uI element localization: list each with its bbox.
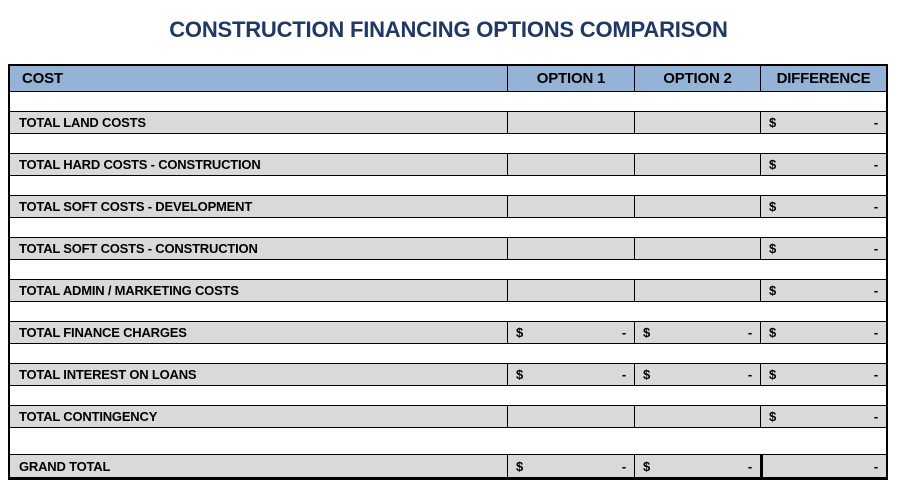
option2-cell xyxy=(634,154,760,175)
difference-cell: $ - xyxy=(760,280,886,301)
option1-cell xyxy=(507,154,634,175)
spacer-row xyxy=(10,260,886,279)
table-row-soft-costs-development: TOTAL SOFT COSTS - DEVELOPMENT $ - xyxy=(10,195,886,218)
difference-cell: $ - xyxy=(760,238,886,259)
currency-symbol: $ xyxy=(769,325,777,340)
table-row-grand-total: GRAND TOTAL $ - $ - - xyxy=(10,454,886,477)
option2-cell xyxy=(634,196,760,217)
spacer-row xyxy=(10,218,886,237)
row-label: TOTAL HARD COSTS - CONSTRUCTION xyxy=(19,157,261,172)
currency-symbol: $ xyxy=(643,367,651,382)
spacer-row xyxy=(10,176,886,195)
option1-cell xyxy=(507,238,634,259)
currency-symbol: $ xyxy=(769,409,777,424)
table-row-contingency: TOTAL CONTINGENCY $ - xyxy=(10,405,886,428)
option2-cell xyxy=(634,406,760,427)
amount-value: - xyxy=(873,367,878,382)
difference-cell: $ - xyxy=(760,196,886,217)
currency-symbol: $ xyxy=(643,325,651,340)
currency-symbol: $ xyxy=(769,283,777,298)
spacer-row xyxy=(10,302,886,321)
option2-cell xyxy=(634,280,760,301)
table-row-hard-costs: TOTAL HARD COSTS - CONSTRUCTION $ - xyxy=(10,153,886,176)
currency-symbol: $ xyxy=(516,367,524,382)
option1-cell xyxy=(507,112,634,133)
header-option1: OPTION 1 xyxy=(507,66,634,91)
row-label: TOTAL SOFT COSTS - DEVELOPMENT xyxy=(19,199,253,214)
difference-cell: - xyxy=(760,455,886,477)
currency-symbol: $ xyxy=(769,115,777,130)
row-label: TOTAL ADMIN / MARKETING COSTS xyxy=(19,283,239,298)
option2-cell xyxy=(634,112,760,133)
amount-value: - xyxy=(873,157,878,172)
amount-value: - xyxy=(621,367,626,382)
currency-symbol: $ xyxy=(516,325,524,340)
amount-value: - xyxy=(621,325,626,340)
header-cost: COST xyxy=(22,70,63,87)
amount-value: - xyxy=(873,325,878,340)
row-label: TOTAL SOFT COSTS - CONSTRUCTION xyxy=(19,241,258,256)
option1-cell xyxy=(507,280,634,301)
amount-value: - xyxy=(747,458,752,474)
difference-cell: $ - xyxy=(760,406,886,427)
difference-cell: $ - xyxy=(760,112,886,133)
header-difference: DIFFERENCE xyxy=(760,66,886,91)
option2-cell: $ - xyxy=(634,364,760,385)
table-row-soft-costs-construction: TOTAL SOFT COSTS - CONSTRUCTION $ - xyxy=(10,237,886,260)
spacer-row xyxy=(10,428,886,454)
amount-value: - xyxy=(621,458,626,474)
table-header-row: COST OPTION 1 OPTION 2 DIFFERENCE xyxy=(10,66,886,92)
amount-value: - xyxy=(873,241,878,256)
option2-cell: $ - xyxy=(634,455,760,477)
option1-cell: $ - xyxy=(507,455,634,477)
table-row-finance-charges: TOTAL FINANCE CHARGES $ - $ - $ - xyxy=(10,321,886,344)
spacer-row xyxy=(10,386,886,405)
amount-value: - xyxy=(873,115,878,130)
row-label: TOTAL FINANCE CHARGES xyxy=(19,325,187,340)
table-row-interest-on-loans: TOTAL INTEREST ON LOANS $ - $ - $ - xyxy=(10,363,886,386)
amount-value: - xyxy=(873,199,878,214)
currency-symbol: $ xyxy=(643,458,651,474)
option2-cell xyxy=(634,238,760,259)
header-option2: OPTION 2 xyxy=(634,66,760,91)
row-label: TOTAL INTEREST ON LOANS xyxy=(19,367,197,382)
amount-value: - xyxy=(747,367,752,382)
currency-symbol: $ xyxy=(769,157,777,172)
financing-comparison-table: COST OPTION 1 OPTION 2 DIFFERENCE TOTAL … xyxy=(8,64,888,480)
option1-cell xyxy=(507,196,634,217)
spacer-row xyxy=(10,134,886,153)
option1-cell xyxy=(507,406,634,427)
page-title: CONSTRUCTION FINANCING OPTIONS COMPARISO… xyxy=(169,17,728,42)
difference-cell: $ - xyxy=(760,322,886,343)
table-row-land-costs: TOTAL LAND COSTS $ - xyxy=(10,111,886,134)
amount-value: - xyxy=(747,325,752,340)
amount-value: - xyxy=(873,409,878,424)
spacer-row xyxy=(10,344,886,363)
currency-symbol: $ xyxy=(769,199,777,214)
option1-cell: $ - xyxy=(507,364,634,385)
currency-symbol: $ xyxy=(769,241,777,256)
spacer-row xyxy=(10,92,886,111)
row-label: TOTAL LAND COSTS xyxy=(19,115,146,130)
currency-symbol: $ xyxy=(769,367,777,382)
option2-cell: $ - xyxy=(634,322,760,343)
option1-cell: $ - xyxy=(507,322,634,343)
difference-cell: $ - xyxy=(760,154,886,175)
row-label: GRAND TOTAL xyxy=(19,458,111,474)
amount-value: - xyxy=(873,458,878,474)
table-row-admin-marketing: TOTAL ADMIN / MARKETING COSTS $ - xyxy=(10,279,886,302)
amount-value: - xyxy=(873,283,878,298)
currency-symbol: $ xyxy=(516,458,524,474)
row-label: TOTAL CONTINGENCY xyxy=(19,409,158,424)
difference-cell: $ - xyxy=(760,364,886,385)
